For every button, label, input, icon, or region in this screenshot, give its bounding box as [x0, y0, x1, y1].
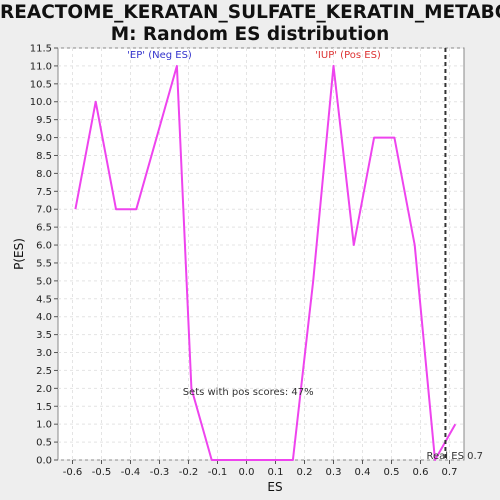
y-tick-label: 9.5 — [36, 115, 52, 126]
x-tick-label: 0.2 — [297, 467, 313, 478]
y-tick-label: 4.0 — [36, 312, 52, 323]
y-tick-label: 1.0 — [36, 420, 52, 431]
x-tick-label: 0.6 — [413, 467, 429, 478]
y-tick-label: 6.5 — [36, 223, 52, 234]
chart-title-line-2: M: Random ES distribution — [110, 24, 390, 45]
y-tick-label: 8.5 — [36, 151, 52, 162]
x-tick-label: -0.4 — [121, 467, 141, 478]
y-tick-label: 9.0 — [36, 133, 52, 144]
y-tick-label: 0.0 — [36, 456, 52, 467]
chart-title-line-1: REACTOME_KERATAN_SULFATE_KERATIN_METABOL… — [0, 2, 500, 23]
y-tick-label: 6.0 — [36, 241, 52, 252]
pos-es-annotation: 'IUP' (Pos ES) — [315, 50, 381, 61]
x-tick-label: 0.3 — [326, 467, 342, 478]
y-tick-label: 4.5 — [36, 294, 52, 305]
y-tick-label: 10.5 — [30, 79, 52, 90]
x-ticks: -0.6 -0.5 -0.4 -0.3 -0.2 -0.1 0.0 0.1 0.2 0.3 0.4 0… — [63, 460, 458, 478]
y-tick-label: 0.5 — [36, 438, 52, 449]
x-axis-label: ES — [267, 480, 282, 494]
x-tick-label: 0.4 — [355, 467, 371, 478]
x-tick-label: 0.5 — [384, 467, 400, 478]
neg-es-annotation: 'EP' (Neg ES) — [127, 50, 192, 61]
pos-scores-annotation: Sets with pos scores: 47% — [183, 387, 314, 398]
x-tick-label: 0.0 — [239, 467, 255, 478]
y-tick-label: 5.0 — [36, 276, 52, 287]
y-tick-label: 3.5 — [36, 330, 52, 341]
y-tick-label: 11.0 — [30, 61, 52, 72]
plot-area — [57, 47, 465, 461]
series-line — [74, 64, 457, 461]
x-tick-label: -0.2 — [179, 467, 199, 478]
y-tick-label: 7.0 — [36, 205, 52, 216]
y-tick-label: 2.0 — [36, 384, 52, 395]
y-ticks: 0.0 0.5 1.0 1.5 2.0 2.5 3.0 3.5 4.0 4.5 5.0 5.5 6.0 6… — [30, 44, 58, 467]
x-tick-label: -0.3 — [150, 467, 170, 478]
series-group — [74, 64, 457, 461]
real-es-label: Real ES 0.7 — [427, 451, 483, 462]
x-tick-label: -0.1 — [208, 467, 228, 478]
y-tick-label: 5.5 — [36, 258, 52, 269]
y-tick-label: 8.0 — [36, 169, 52, 180]
x-tick-label: -0.5 — [92, 467, 112, 478]
y-tick-label: 10.0 — [30, 97, 52, 108]
y-tick-label: 7.5 — [36, 187, 52, 198]
x-tick-label: -0.6 — [63, 467, 83, 478]
grid — [58, 47, 464, 461]
annotations: Real ES 0.7 'EP' (Neg ES) 'IUP' (Pos ES) Se… — [127, 48, 483, 462]
y-axis-label: P(ES) — [12, 238, 26, 270]
x-tick-label: 0.1 — [268, 467, 284, 478]
y-tick-label: 11.5 — [30, 44, 52, 55]
y-tick-label: 1.5 — [36, 402, 52, 413]
y-tick-label: 2.5 — [36, 366, 52, 377]
chart-title: REACTOME_KERATAN_SULFATE_KERATIN_METABOL… — [0, 2, 500, 46]
y-tick-label: 3.0 — [36, 348, 52, 359]
x-tick-label: 0.7 — [442, 467, 458, 478]
